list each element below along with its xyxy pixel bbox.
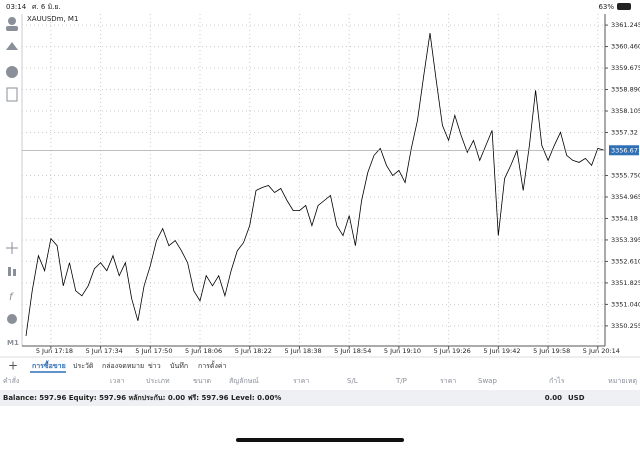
- status-time: 03:14: [6, 3, 27, 11]
- y-tick-label: 3357.32: [611, 129, 638, 137]
- column-header: เวลา: [110, 377, 125, 385]
- x-tick-label: 5 Jun 17:34: [86, 347, 123, 355]
- y-tick-label: 3350.255: [611, 322, 640, 330]
- column-header: คำสั่ง: [3, 376, 19, 385]
- battery-icon: [617, 3, 631, 10]
- account-icon[interactable]: [8, 17, 16, 25]
- y-tick-label: 3360.460: [611, 43, 640, 51]
- account-bar: [0, 390, 640, 406]
- timeframe[interactable]: M1: [7, 339, 19, 347]
- crosshair-icon[interactable]: [6, 242, 18, 254]
- account-profit: 0.00: [545, 394, 562, 402]
- chart-title: XAUUSDm, M1: [27, 15, 78, 23]
- y-tick-label: 3359.675: [611, 64, 640, 72]
- add-button[interactable]: +: [8, 359, 18, 373]
- x-tick-label: 5 Jun 17:18: [36, 347, 73, 355]
- status-date: ศ. 6 มิ.ย.: [32, 3, 61, 11]
- column-header: S/L: [347, 377, 358, 385]
- x-tick-label: 5 Jun 20:14: [583, 347, 620, 355]
- column-header: Swap: [478, 377, 497, 385]
- y-tick-label: 3352.610: [611, 257, 640, 265]
- current-price-box: [609, 145, 639, 156]
- x-tick-label: 5 Jun 18:38: [284, 347, 321, 355]
- trade-icon[interactable]: [6, 42, 18, 50]
- tab[interactable]: การตั้งค่า: [198, 359, 227, 370]
- x-tick-label: 5 Jun 19:10: [384, 347, 421, 355]
- x-tick-label: 5 Jun 18:54: [334, 347, 371, 355]
- y-tick-label: 3351.825: [611, 279, 640, 287]
- column-header: สัญลักษณ์: [229, 377, 259, 385]
- indicator-icon[interactable]: f: [9, 292, 14, 303]
- y-tick-label: 3353.395: [611, 236, 640, 244]
- status-battery: 63%: [598, 3, 614, 11]
- new-order-icon[interactable]: [6, 87, 18, 102]
- column-header: T/P: [395, 377, 407, 385]
- sidebar: f: [6, 17, 18, 324]
- column-header: ขนาด: [193, 377, 211, 385]
- column-header: ประเภท: [146, 377, 170, 385]
- candle-icon-2: [13, 269, 16, 276]
- tab[interactable]: ข่าว: [148, 362, 161, 370]
- column-header: ราคา: [440, 377, 456, 385]
- tab[interactable]: บันทึก: [170, 361, 188, 370]
- x-tick-label: 5 Jun 17:50: [135, 347, 172, 355]
- chat-icon[interactable]: [6, 66, 18, 78]
- x-tick-label: 5 Jun 19:58: [533, 347, 570, 355]
- x-tick-label: 5 Jun 19:26: [434, 347, 471, 355]
- account-icon-body: [6, 26, 18, 31]
- y-tick-label: 3351.040: [611, 300, 640, 308]
- y-tick-label: 3358.105: [611, 107, 640, 115]
- y-tick-label: 3358.890: [611, 86, 640, 94]
- account-currency: USD: [568, 394, 585, 402]
- y-tick-label: 3355.750: [611, 171, 640, 179]
- y-tick-label: 3354.965: [611, 193, 640, 201]
- account-summary: Balance: 597.96 Equity: 597.96 หลักประกั…: [3, 394, 281, 402]
- column-header: กำไร: [549, 376, 565, 385]
- price-line: [25, 33, 605, 336]
- column-header: หมายเหตุ: [608, 377, 637, 385]
- candle-icon[interactable]: [8, 267, 11, 276]
- tab[interactable]: กล่องจดหมาย: [102, 362, 144, 370]
- objects-icon[interactable]: [7, 314, 17, 324]
- x-tick-label: 5 Jun 19:42: [483, 347, 520, 355]
- tab[interactable]: ประวัติ: [73, 362, 94, 370]
- x-tick-label: 5 Jun 18:06: [185, 347, 222, 355]
- y-tick-label: 3354.18: [611, 214, 638, 222]
- current-price-label: 3356.671: [611, 146, 640, 154]
- home-indicator: [236, 438, 404, 442]
- y-tick-label: 3361.245: [611, 21, 640, 29]
- x-tick-label: 5 Jun 18:22: [235, 347, 272, 355]
- tab[interactable]: การซื้อขาย: [32, 359, 66, 370]
- column-header: ราคา: [293, 377, 309, 385]
